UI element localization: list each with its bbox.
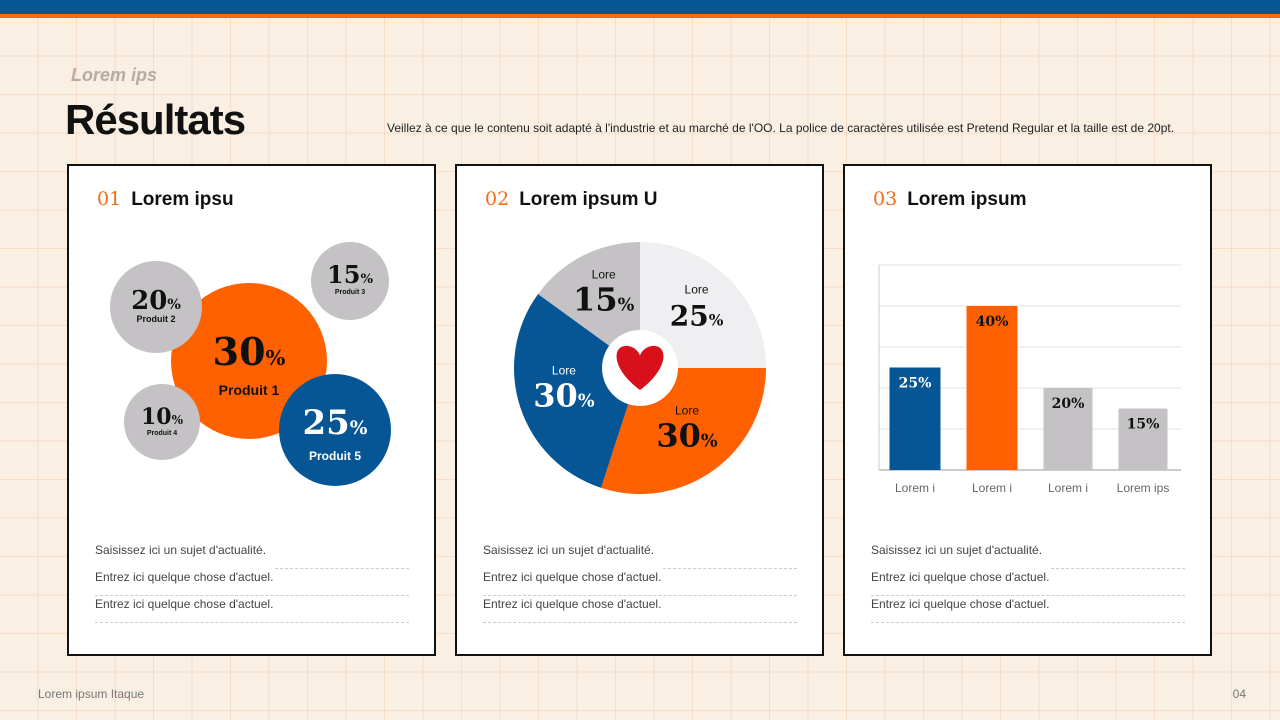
eyebrow: Lorem ips [71,65,158,85]
bubble-value: 25% [302,403,367,443]
notes: Saisissez ici un sujet d'actualité. Entr… [871,542,1185,623]
bar-chart: 25% Lorem i 40% Lorem i 20% Lorem i 15% Lorem i… [878,264,1181,495]
x-tick-label: Lorem i [895,481,935,495]
note-line[interactable]: Entrez ici quelque chose d'actuel. [871,596,1185,623]
bubble: 15%Produit 3 [311,242,389,320]
note-line[interactable]: Entrez ici quelque chose d'actuel. [483,569,797,596]
pie-label: Lore [675,404,699,418]
card-title: 03 Lorem ipsum [873,188,1027,210]
bubble-value: 20% [131,286,181,316]
card-title: 01 Lorem ipsu [97,188,234,210]
bubble-value: 15% [327,260,373,289]
card-1: 01 Lorem ipsu 30% Produit 1 20% Produit 2 15%… [67,164,436,656]
bubble-chart: 30%Produit 120%Produit 215%Produit 310%P… [110,242,391,486]
x-tick-label: Lorem i [1048,481,1088,495]
note-line[interactable]: Entrez ici quelque chose d'actuel. [871,569,1185,596]
bar-value-label: 15% [1127,417,1160,433]
bar [1043,388,1093,470]
note-line[interactable]: Entrez ici quelque chose d'actuel. [95,596,409,623]
description: Veillez à ce que le contenu soit adapté … [387,121,1175,135]
pie-value: 30% [533,377,595,415]
card-title: 02 Lorem ipsum U [485,188,658,210]
x-tick-label: Lorem ips [1117,481,1170,495]
pie-value: 30% [656,417,718,455]
pie-label: Lore [685,282,709,296]
pie-label: Lore [552,364,576,378]
bubble-value: 30% [213,329,286,374]
bubble-circle [279,374,391,486]
notes: Saisissez ici un sujet d'actualité. Entr… [95,542,409,623]
bar-value-label: 40% [976,314,1009,330]
bubble: 10%Produit 4 [124,384,200,460]
bar [966,306,1018,470]
bubble: 20%Produit 2 [110,261,202,353]
card-2: 02 Lorem ipsum U Lore 25% Lore 30% Lore 30% Lor… [455,164,824,656]
note-line[interactable]: Entrez ici quelque chose d'actuel. [483,596,797,623]
note-line[interactable]: Saisissez ici un sujet d'actualité. [871,542,1185,569]
pie-value: 15% [573,281,635,319]
pie-label: Lore [592,268,616,282]
note-line[interactable]: Entrez ici quelque chose d'actuel. [95,569,409,596]
bar [1118,408,1168,470]
bar [889,367,941,470]
note-line[interactable]: Saisissez ici un sujet d'actualité. [95,542,409,569]
bubble-label: Produit 5 [309,449,361,463]
bubble-value: 10% [141,404,184,430]
bubble-circle [124,384,200,460]
bubble-circle [110,261,202,353]
bubble-label: Produit 3 [335,289,365,296]
pie-value: 25% [670,299,724,332]
note-line[interactable]: Saisissez ici un sujet d'actualité. [483,542,797,569]
page-title: Résultats [65,96,246,143]
bubble-label: Produit 4 [147,430,177,437]
heart-icon [616,345,664,390]
x-tick-label: Lorem i [972,481,1012,495]
bubble: 25% Produit 5 [279,374,391,486]
pie-slice [640,242,766,368]
card-3: 03 Lorem ipsum 25% Lorem i 40% Lorem i 20% Lor… [843,164,1212,656]
bubble-label: Produit 2 [136,314,175,324]
bubble-circle [311,242,389,320]
footer-text: Lorem ipsum Itaque [38,687,145,701]
top-bar [0,0,1280,14]
notes: Saisissez ici un sujet d'actualité. Entr… [483,542,797,623]
top-accent-line [0,14,1280,18]
bar-value-label: 20% [1052,396,1085,412]
pie-slice [514,293,640,488]
page-number: 04 [1232,687,1246,701]
bar-value-label: 25% [899,376,932,392]
bubble-label: Produit 1 [219,382,280,398]
pie-slice [538,242,640,368]
